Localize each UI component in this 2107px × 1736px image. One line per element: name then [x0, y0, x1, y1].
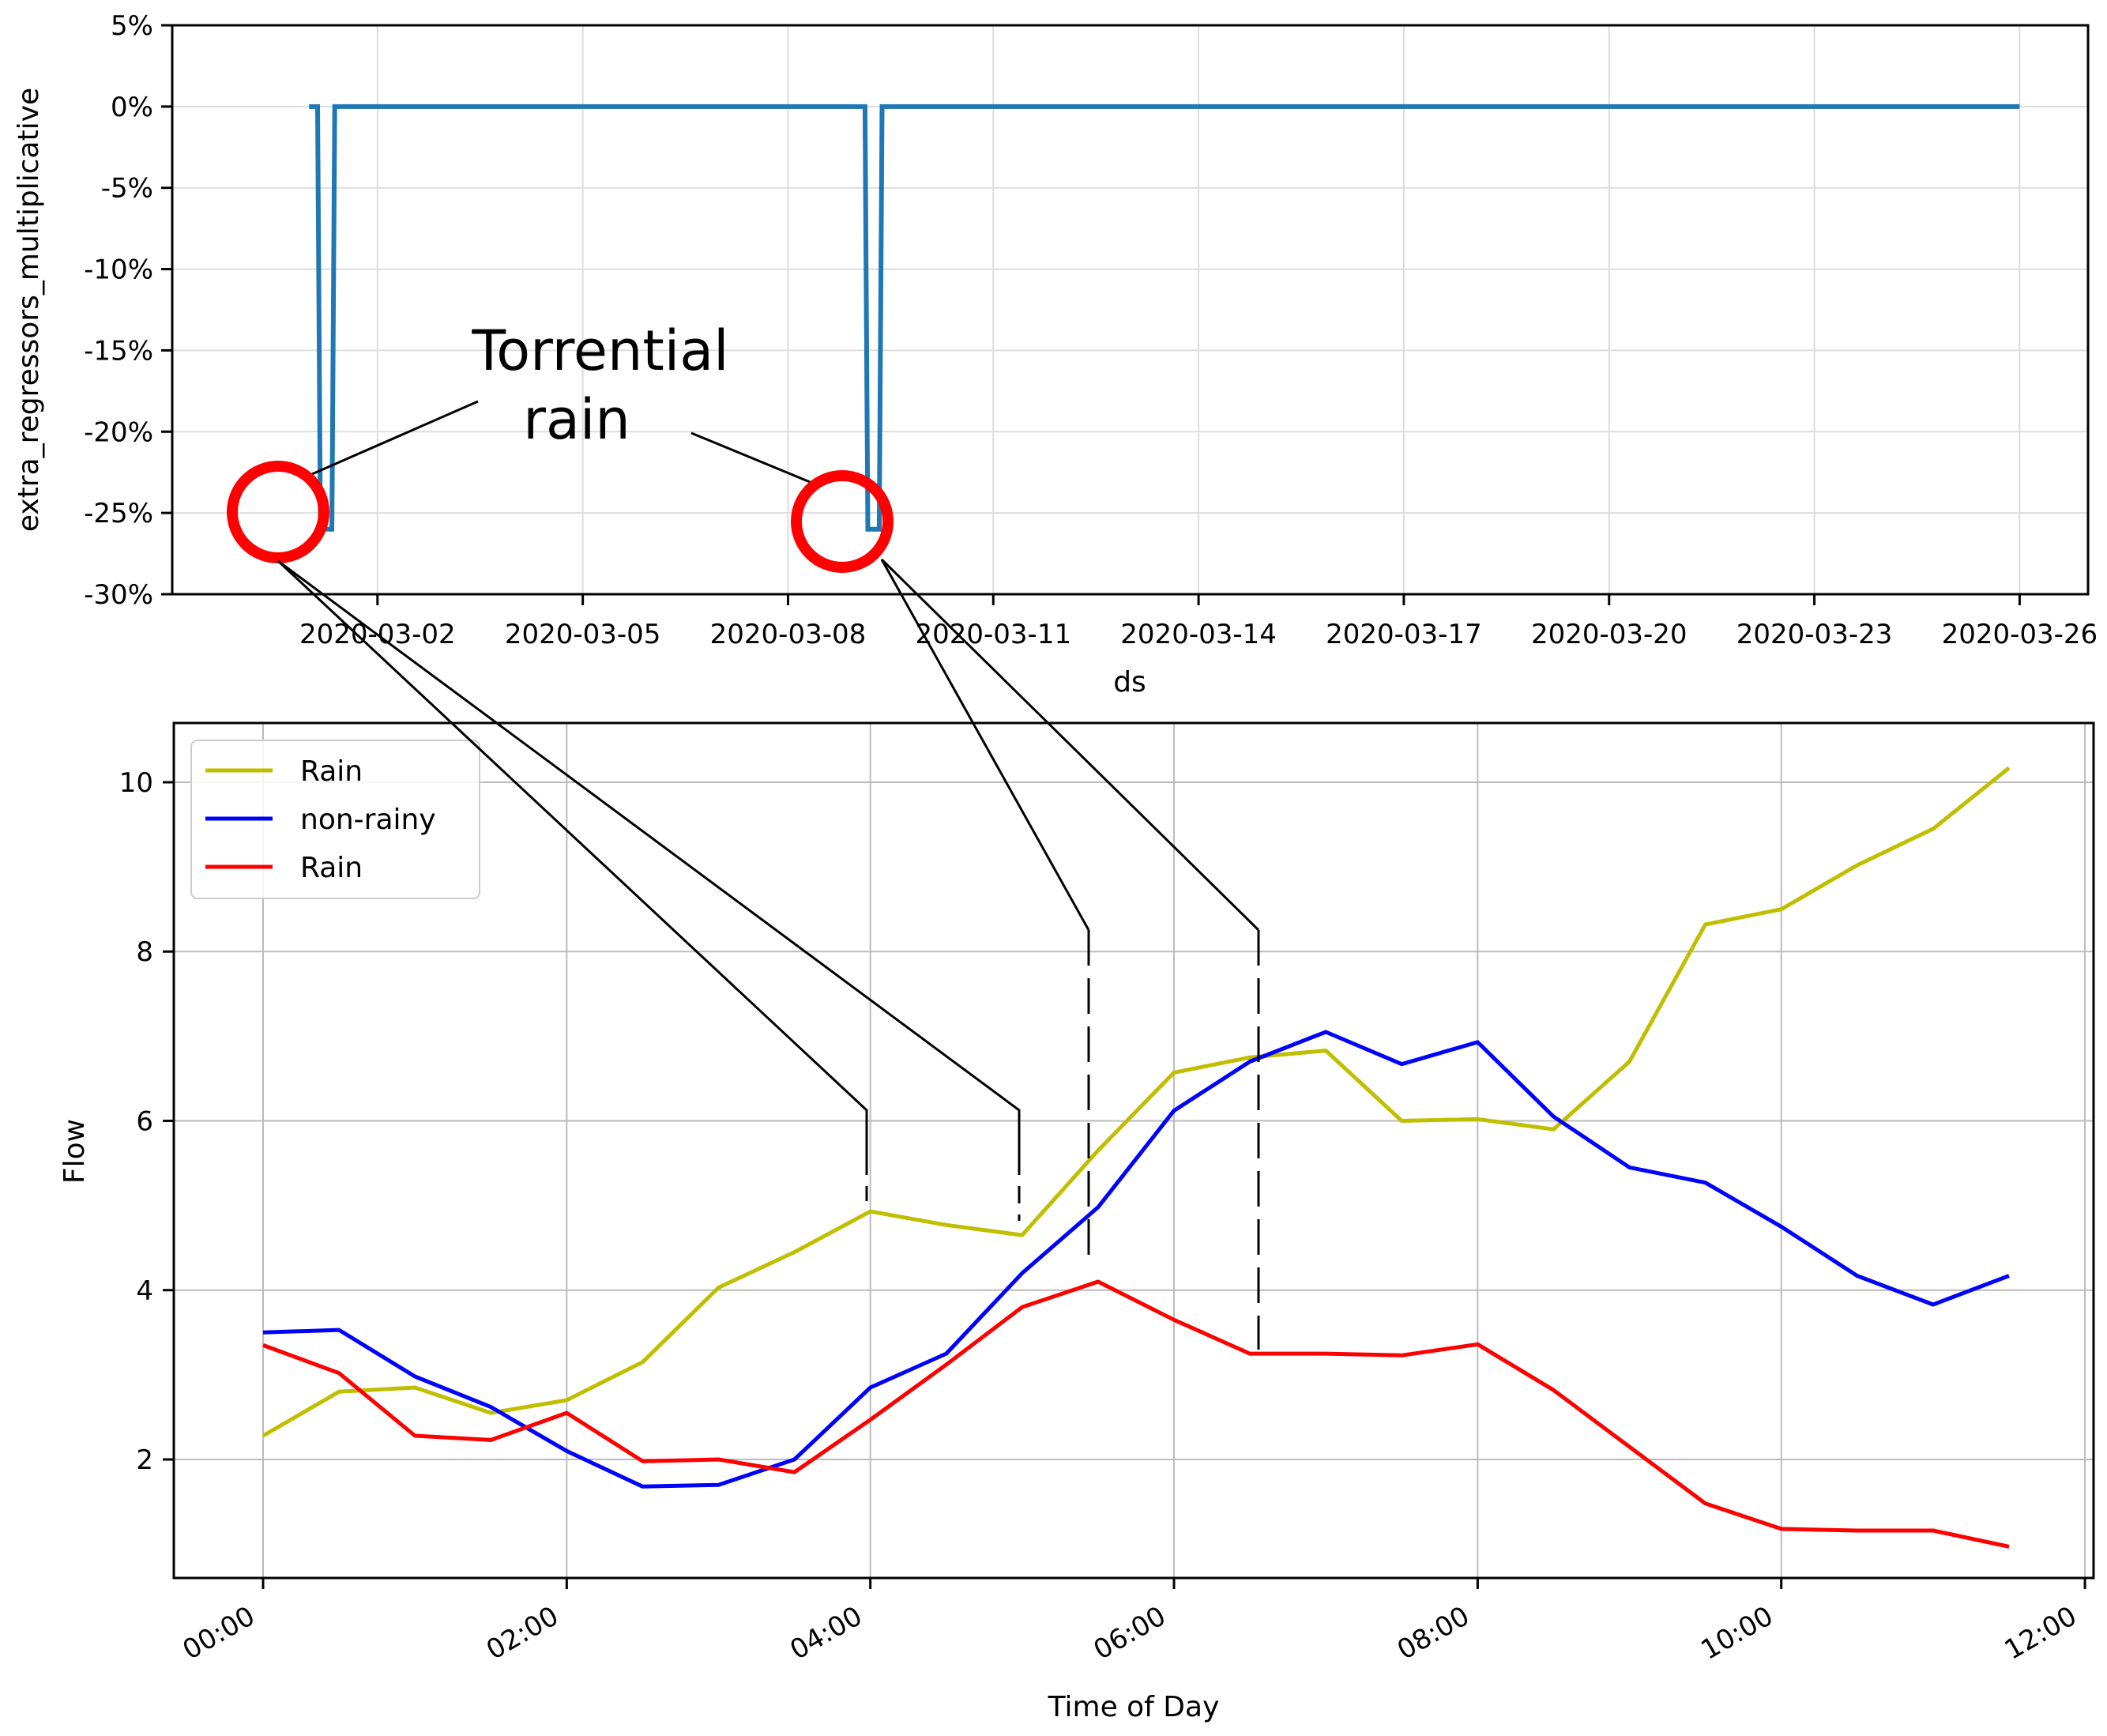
legend-label-non-rainy: non-rainy: [300, 804, 436, 836]
annotation-text-line-2: rain: [523, 387, 630, 452]
top-y-tick-label: -30%: [84, 579, 153, 611]
series-non-rainy-line: [262, 1030, 2010, 1489]
top-series-line: [309, 104, 2020, 532]
connector-left-a: [277, 559, 868, 1158]
bottom-y-tick-label: 2: [136, 1444, 153, 1476]
top-x-tick-label: 2020-03-08: [710, 619, 867, 650]
series-rain-1-line: [261, 766, 2011, 1438]
top-y-tick-label: -15%: [84, 335, 153, 367]
bottom-y-tick-label: 8: [136, 936, 153, 968]
torrential-rain-annotation: Torrential rain: [227, 318, 1260, 1350]
regressor-chart: 2020-03-02 2020-03-05 2020-03-08 2020-03-11…: [13, 10, 2098, 699]
top-y-axis-label: extra_regressors_multiplicative: [13, 88, 45, 532]
connector-right-a: [880, 559, 1090, 931]
top-x-tick-label: 2020-03-23: [1736, 619, 1893, 650]
top-x-tick-label: 2020-03-05: [505, 619, 661, 650]
top-y-tick-label: -25%: [84, 498, 153, 529]
bottom-y-tick-label: 10: [119, 767, 153, 799]
callout-line-left: [311, 400, 479, 476]
bottom-grid: [174, 723, 2094, 1578]
top-x-axis-label: ds: [1113, 666, 1146, 699]
bottom-y-tick-label: 6: [136, 1106, 153, 1138]
connector-right-b: [880, 558, 1260, 932]
bottom-x-axis-label: Time of Day: [1048, 1691, 1220, 1723]
legend-box: [190, 740, 480, 899]
top-x-tick-label: 2020-03-11: [915, 619, 1071, 650]
callout-line-right: [690, 431, 815, 485]
bottom-y-axis-label: Flow: [58, 1119, 91, 1184]
legend: Rain non-rainy Rain: [190, 740, 480, 899]
bottom-y-tick-label: 4: [136, 1275, 153, 1307]
connector-left-b: [277, 559, 1021, 1158]
top-y-tick-label: -10%: [84, 254, 153, 286]
top-ticks: 2020-03-02 2020-03-05 2020-03-08 2020-03-11…: [84, 10, 2098, 650]
top-x-tick-label: 2020-03-26: [1942, 619, 2098, 650]
series-rain-2-line: [262, 1279, 2010, 1549]
bottom-series-lines: [261, 766, 2011, 1549]
top-y-tick-label: -5%: [101, 173, 153, 205]
highlight-circle-right: [791, 470, 894, 573]
legend-label-rain-1: Rain: [300, 755, 363, 788]
highlight-circle-left: [227, 461, 329, 563]
top-y-tick-label: 0%: [111, 92, 153, 123]
bottom-plot-frame: [172, 721, 2095, 1580]
annotation-text-line-1: Torrential: [471, 318, 728, 383]
top-plot-frame: [171, 24, 2090, 596]
top-x-tick-label: 2020-03-20: [1531, 619, 1687, 650]
top-y-tick-label: 5%: [111, 10, 153, 42]
top-x-tick-label: 2020-03-14: [1120, 619, 1277, 650]
legend-label-rain-2: Rain: [300, 852, 363, 884]
top-y-tick-label: -20%: [84, 416, 153, 448]
top-x-tick-label: 2020-03-17: [1326, 619, 1482, 650]
